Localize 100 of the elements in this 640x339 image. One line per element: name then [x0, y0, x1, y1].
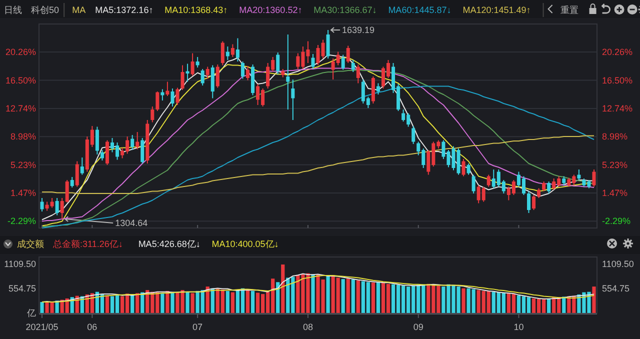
bar — [281, 264, 285, 313]
candlestick — [150, 106, 154, 123]
candlestick — [140, 138, 144, 164]
text: MA120:1451.49↑ — [462, 5, 531, 15]
y2-tick-label: 554.75 — [602, 284, 630, 294]
candlestick — [341, 54, 345, 70]
candlestick — [472, 174, 476, 194]
candlestick — [95, 126, 99, 155]
bar — [246, 289, 250, 313]
text: MA10:400.05亿↓ — [212, 239, 279, 249]
bar — [326, 276, 330, 313]
bar — [136, 293, 140, 313]
bar — [371, 282, 376, 313]
bar — [206, 286, 210, 313]
candlestick — [130, 134, 134, 150]
candlestick — [55, 198, 59, 216]
y-tick-label: 12.74% — [5, 103, 36, 114]
bar — [160, 294, 164, 313]
x-tick-label: 2021/05 — [26, 322, 58, 332]
chart-subtitle: 日线 — [4, 5, 22, 15]
legend-title: MA — [72, 5, 86, 15]
candlestick — [180, 64, 184, 90]
bar — [462, 288, 466, 313]
text: MA30:1366.67↓ — [314, 5, 377, 15]
candlestick — [210, 64, 214, 99]
candlestick — [577, 169, 581, 180]
candlestick — [542, 181, 546, 192]
candlestick — [230, 44, 234, 58]
candlestick — [176, 87, 180, 106]
candlestick — [326, 30, 330, 59]
candlestick — [412, 126, 416, 144]
candlestick — [346, 45, 350, 64]
candlestick — [200, 68, 204, 86]
candlestick — [80, 157, 84, 176]
bar — [562, 296, 566, 313]
candlestick — [220, 40, 224, 66]
text: MA20:1360.52↑ — [239, 5, 302, 15]
x-tick-label: 07 — [192, 322, 203, 332]
y2-tick-label: 1.47% — [602, 188, 628, 198]
x-tick-label: 09 — [413, 322, 424, 332]
candlestick — [246, 66, 250, 81]
candlestick — [351, 60, 355, 72]
y-tick-label: 20.26% — [5, 47, 36, 58]
y2-tick-label: -2.29% — [602, 216, 631, 226]
x-tick-label: 10 — [514, 322, 524, 332]
chart-title: 成交额 — [17, 239, 44, 249]
y2-tick-label: 12.74% — [602, 103, 633, 114]
candlestick — [156, 91, 160, 112]
candlestick — [196, 56, 200, 68]
x-tick-label: 06 — [87, 322, 98, 332]
text: MA10:1368.43↑ — [164, 5, 228, 15]
annotation: 1304.64 — [115, 218, 148, 228]
text: 总金额:311.26亿↓ — [52, 239, 123, 249]
bar — [130, 295, 134, 313]
y-tick-label: 16.50% — [5, 75, 36, 86]
candlestick — [462, 158, 466, 177]
y2-tick-label: 8.98% — [602, 132, 628, 142]
bar — [186, 292, 190, 313]
y2-tick-label: 20.26% — [602, 47, 633, 58]
candlestick — [105, 140, 109, 166]
candlestick — [547, 181, 551, 194]
candlestick — [466, 163, 470, 176]
candlestick — [166, 81, 170, 96]
bar — [250, 290, 255, 313]
candlestick — [291, 79, 295, 120]
candlestick — [527, 190, 531, 214]
candlestick — [376, 82, 380, 95]
candlestick — [537, 188, 541, 198]
bar — [341, 279, 345, 313]
candlestick — [136, 132, 140, 150]
text: 重置 — [560, 5, 578, 15]
y-tick-label: 5.23% — [10, 160, 36, 170]
candlestick — [311, 54, 315, 70]
candlestick — [226, 46, 230, 60]
candlestick — [236, 38, 240, 62]
y-tick-label: 亿 — [26, 308, 36, 318]
y-tick-label: 8.98% — [10, 132, 36, 142]
candlestick — [100, 150, 104, 161]
candlestick — [286, 34, 290, 110]
candlestick — [532, 194, 536, 210]
bar — [170, 292, 174, 313]
y-tick-label: 1109.50 — [4, 259, 36, 270]
bar — [105, 295, 110, 313]
bar — [592, 286, 596, 313]
bar — [346, 278, 350, 313]
candlestick — [240, 61, 244, 80]
candlestick — [592, 169, 596, 188]
bar — [547, 298, 551, 313]
y2-tick-label: 5.23% — [602, 160, 628, 170]
candlestick — [190, 52, 194, 76]
chart-title: 科创50 — [31, 5, 60, 15]
x-tick-label: 08 — [302, 322, 313, 332]
candlestick — [40, 198, 44, 212]
candlestick — [160, 88, 164, 101]
line-series — [42, 135, 594, 194]
candlestick — [170, 88, 174, 107]
bar — [230, 292, 234, 313]
text: MA5:1372.16↑ — [95, 5, 154, 15]
candlestick — [75, 160, 79, 188]
bar — [226, 290, 230, 313]
